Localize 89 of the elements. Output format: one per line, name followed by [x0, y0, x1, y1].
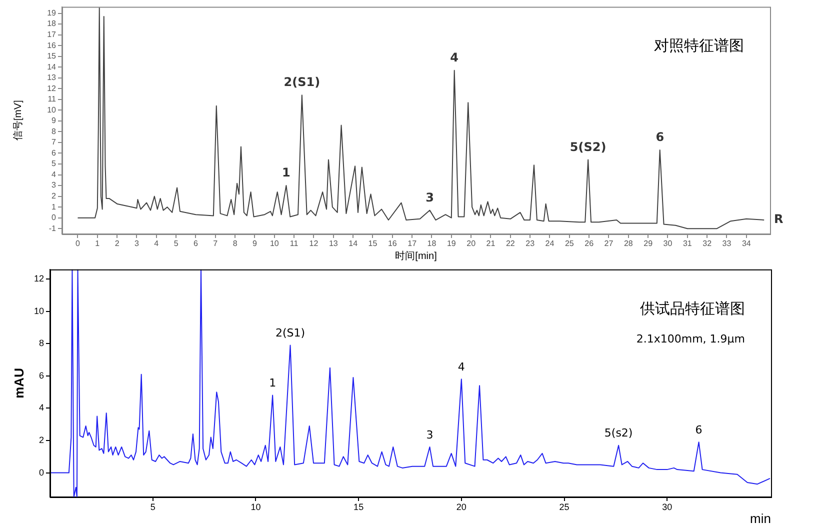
x-tick-label: 10: [250, 502, 261, 512]
x-axis-title: min: [750, 510, 771, 526]
y-tick-label: 9: [52, 116, 57, 126]
y-tick-label: 8: [38, 338, 44, 348]
x-tick-label: 17: [408, 239, 418, 248]
y-tick-label: 2: [52, 192, 57, 201]
y-tick-label: 11: [48, 94, 57, 104]
y-tick-label: 1: [52, 202, 57, 212]
x-tick-label: 24: [545, 239, 555, 248]
x-tick-label: 32: [702, 239, 712, 248]
y-tick-label: 18: [47, 19, 57, 28]
y-tick-label: 5: [52, 159, 57, 168]
y-tick-label: 15: [47, 52, 57, 61]
annotation: 5(S2): [570, 140, 606, 154]
annotation: 2(S1): [275, 326, 306, 340]
x-tick-label: 13: [328, 239, 338, 248]
y-tick-label: 12: [34, 274, 44, 284]
y-axis-title: mAU: [11, 368, 26, 398]
annotation: 1: [282, 166, 290, 180]
x-tick-label: 21: [486, 239, 496, 248]
y-tick-label: 10: [34, 306, 44, 316]
y-tick-label: 8: [52, 126, 57, 136]
y-tick-label: 0: [52, 213, 57, 222]
x-tick-label: 25: [559, 502, 570, 512]
x-tick-label: 18: [427, 239, 437, 248]
y-axis-title: 信号[mV]: [12, 100, 24, 141]
annotation: 3: [426, 428, 434, 442]
y-tick-label: 2: [38, 434, 44, 445]
x-tick-label: 2: [114, 239, 120, 248]
annotation: 2.1x100mm, 1.9μm: [636, 332, 745, 346]
x-tick-label: 3: [134, 239, 140, 248]
x-tick-label: 30: [663, 239, 673, 248]
y-tick-label: 16: [47, 40, 57, 50]
x-tick-label: 25: [564, 239, 574, 248]
y-tick-label: 4: [52, 170, 57, 179]
x-tick-label: 30: [662, 502, 672, 512]
y-tick-label: 6: [52, 148, 57, 158]
annotation: 6: [695, 423, 702, 436]
y-tick-label: 10: [47, 105, 57, 114]
x-tick-label: 15: [368, 239, 378, 248]
x-tick-label: 9: [252, 239, 258, 248]
x-tick-label: 34: [742, 239, 752, 248]
x-tick-label: 20: [456, 502, 466, 512]
y-tick-label: 19: [47, 8, 57, 18]
x-tick-label: 4: [154, 239, 160, 248]
x-tick-label: 15: [354, 502, 364, 512]
x-tick-label: 33: [722, 239, 732, 248]
y-tick-label: 14: [47, 62, 57, 72]
x-tick-label: 27: [604, 239, 614, 248]
x-tick-label: 0: [76, 239, 81, 248]
x-tick-label: 20: [466, 239, 476, 248]
x-tick-label: 31: [682, 239, 692, 248]
x-tick-label: 10: [270, 239, 280, 248]
annotation: 1: [269, 376, 276, 390]
y-tick-label: 13: [47, 73, 57, 82]
y-tick-label: 6: [38, 370, 44, 380]
x-axis-title: 时间[min]: [395, 250, 438, 262]
x-tick-label: 29: [644, 239, 654, 248]
y-tick-label: 0: [38, 467, 44, 478]
y-tick-label: 4: [38, 402, 44, 413]
y-tick-label: 12: [47, 84, 57, 93]
annotation: 4: [458, 360, 465, 374]
x-tick-label: 23: [526, 239, 536, 248]
y-tick-label: -1: [48, 224, 57, 233]
x-tick-label: 22: [506, 239, 516, 248]
y-tick-label: 3: [52, 180, 57, 190]
x-tick-label: 11: [290, 239, 299, 248]
x-tick-label: 7: [213, 239, 218, 248]
x-tick-label: 14: [348, 239, 358, 248]
text: 对照特征谱图: [654, 36, 744, 55]
text: 供试品特征谱图: [640, 299, 745, 318]
annotation: 3: [426, 190, 434, 204]
annotation: 4: [450, 50, 459, 64]
annotation: 6: [656, 130, 664, 144]
y-tick-label: 17: [47, 30, 57, 39]
x-tick-label: 5: [174, 239, 179, 248]
annotation: 2(S1): [284, 75, 320, 90]
x-tick-label: 5: [150, 502, 156, 512]
x-tick-label: 28: [624, 239, 634, 248]
x-tick-label: 26: [584, 239, 594, 248]
x-tick-label: 19: [446, 239, 456, 248]
x-tick-label: 6: [194, 239, 199, 248]
annotation: 5(s2): [604, 426, 633, 440]
x-tick-label: 1: [95, 239, 100, 248]
x-tick-label: 16: [388, 239, 398, 248]
text: R: [774, 212, 784, 226]
x-tick-label: 12: [309, 239, 319, 248]
x-tick-label: 8: [232, 239, 238, 248]
y-tick-label: 7: [52, 138, 57, 147]
